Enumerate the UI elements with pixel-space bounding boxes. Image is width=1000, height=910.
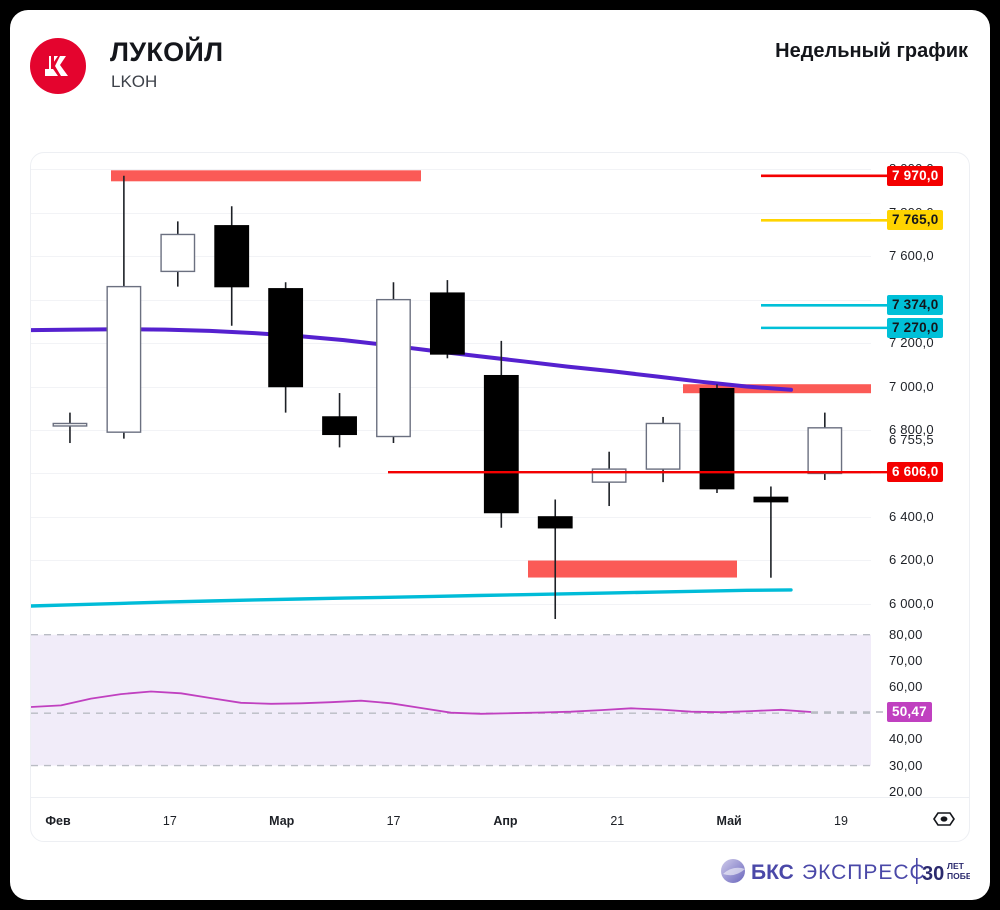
candle-body (699, 388, 735, 490)
candle-body (645, 422, 681, 470)
period-title: Недельный график (775, 40, 968, 62)
rsi-current-tag[interactable]: 50,47 (887, 702, 932, 722)
time-tick-label: 17 (162, 814, 177, 828)
time-tick-label: 21 (610, 814, 625, 828)
eye-icon[interactable] (931, 810, 957, 828)
price-gridline (31, 560, 871, 562)
candlestick[interactable] (483, 340, 519, 528)
candlestick[interactable] (807, 412, 843, 480)
candlestick[interactable] (591, 451, 627, 507)
candle-body (322, 416, 357, 436)
support-zone-lower (528, 560, 737, 578)
price-tick-label: 7 600,0 (889, 248, 934, 264)
price-plot (31, 170, 893, 619)
price-tick-label: 7 200,0 (889, 335, 934, 351)
bcs-express-logo: БКС ЭКСПРЕСС 30 ЛЕТ ПОБЕД (720, 856, 978, 886)
brand-badge-line1: ЛЕТ (947, 861, 965, 871)
level-price-tag[interactable]: 7 270,0 (887, 317, 944, 338)
price-tick-label: 7 000,0 (889, 378, 934, 394)
last-price-label: 6 755,5 (889, 431, 934, 447)
brand-primary-text: БКС (751, 861, 794, 884)
level-price-tag[interactable]: 7 970,0 (887, 165, 944, 186)
candle-body (483, 374, 519, 514)
candle-body (537, 516, 573, 529)
rsi-tick-label: 20,00 (889, 783, 923, 799)
moving-average-line-2 (31, 588, 793, 608)
rsi-tick-label: 40,00 (889, 731, 923, 747)
level-price-tag[interactable]: 7 374,0 (887, 295, 944, 316)
chart-container[interactable]: 8 000,07 800,07 600,07 400,07 200,07 000… (30, 152, 970, 842)
candlestick[interactable] (268, 282, 304, 413)
time-tick-label: 19 (834, 814, 848, 828)
candle-body (160, 233, 196, 273)
price-tick-label: 6 000,0 (889, 595, 934, 611)
price-tick-label: 6 200,0 (889, 552, 934, 568)
candle-body (376, 298, 411, 438)
rsi-tick-label: 30,00 (889, 757, 923, 773)
footer: БКС ЭКСПРЕСС 30 ЛЕТ ПОБЕД (10, 842, 990, 900)
level-price-tag[interactable]: 7 765,0 (887, 210, 944, 231)
brand-badge-line2: ПОБЕД (947, 871, 970, 881)
candlestick[interactable] (106, 175, 142, 439)
time-tick-label: Фев (45, 814, 71, 828)
candlestick[interactable] (376, 282, 411, 444)
price-gridline (31, 603, 871, 605)
rsi-tick-label: 70,00 (889, 652, 923, 668)
rsi-plot (31, 634, 891, 767)
candle-body (214, 225, 250, 288)
candle-body (106, 285, 142, 433)
time-axis: Фев 17 Мар 17 Апр 21 Май 19 (31, 797, 969, 841)
page-title: ЛУКОЙЛ (110, 37, 224, 67)
brand-badge-number: 30 (922, 863, 944, 885)
price-gridline (31, 212, 871, 214)
rsi-pane[interactable]: 80,00 70,00 60,00 50,47 40,00 30,00 20,00 (31, 619, 969, 799)
price-gridline (31, 386, 871, 388)
time-tick-label: Апр (493, 814, 518, 828)
header: ЛУКОЙЛ LKOH Недельный график (10, 10, 990, 118)
time-tick-label: Мар (269, 814, 295, 828)
price-gridline (31, 429, 871, 431)
resistance-zone-upper (111, 170, 421, 182)
rsi-band (31, 634, 871, 766)
candlestick[interactable] (645, 416, 681, 483)
price-pane[interactable]: 8 000,07 800,07 600,07 400,07 200,07 000… (31, 153, 969, 619)
candlestick[interactable] (160, 221, 196, 287)
rsi-tick-label: 80,00 (889, 626, 923, 642)
price-gridline (31, 473, 871, 475)
candle-body (429, 292, 465, 355)
price-gridline (31, 256, 871, 258)
price-gridline (31, 516, 871, 518)
candlestick[interactable] (753, 486, 789, 578)
ticker-symbol: LKOH (111, 72, 158, 91)
candle-body (52, 422, 88, 427)
candlestick[interactable] (52, 412, 88, 444)
level-price-tag[interactable]: 6 606,0 (887, 462, 944, 483)
time-tick-label: 17 (386, 814, 401, 828)
lukoil-logo-icon (30, 38, 86, 94)
candlestick[interactable] (699, 384, 735, 493)
candle-body (753, 496, 789, 503)
price-tick-label: 6 400,0 (889, 508, 934, 524)
chart-card: ЛУКОЙЛ LKOH Недельный график 8 000,07 80… (10, 10, 990, 900)
time-tick-label: Май (716, 814, 742, 828)
price-gridline (31, 169, 871, 171)
candlestick[interactable] (214, 206, 250, 326)
candle-body (268, 288, 304, 388)
rsi-line (31, 690, 812, 715)
rsi-tick-label: 60,00 (889, 679, 923, 695)
moving-average-line-1 (31, 327, 793, 392)
price-tick-label: 6 800,0 (889, 421, 934, 437)
candlestick[interactable] (429, 280, 465, 359)
candlestick[interactable] (537, 499, 573, 619)
candlestick[interactable] (322, 393, 357, 448)
brand-secondary-text: ЭКСПРЕСС (802, 861, 926, 884)
candle-body (807, 427, 843, 475)
